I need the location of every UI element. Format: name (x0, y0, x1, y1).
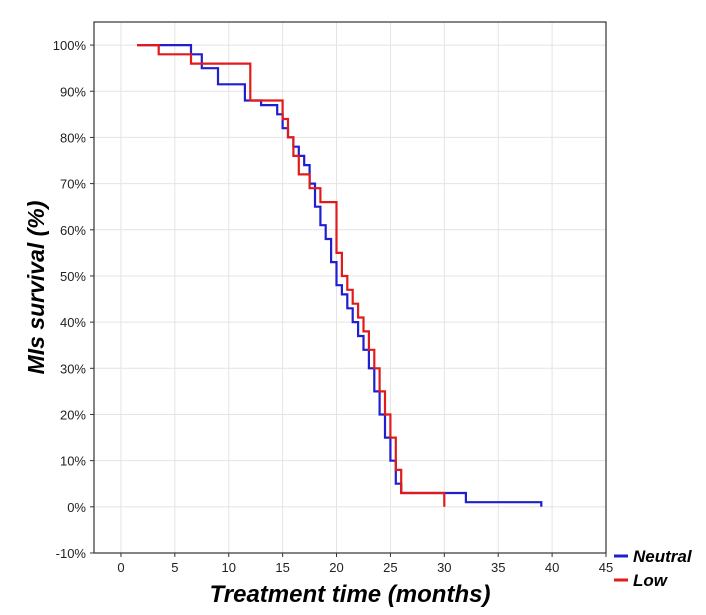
grid-lines (94, 22, 606, 553)
x-axis-label: Treatment time (months) (210, 581, 491, 608)
plot-area (94, 22, 606, 553)
y-tick-label: 70% (60, 177, 86, 192)
x-tick-label: 0 (117, 560, 124, 575)
x-tick-label: 45 (599, 560, 613, 575)
y-axis-ticks: -10% 0% 10% 20% 30% 40% 50% 60% 70% 80% 90% 100% (53, 38, 94, 561)
y-tick-label: 40% (60, 315, 86, 330)
y-tick-label: 90% (60, 84, 86, 99)
y-tick-label: 50% (60, 269, 86, 284)
y-tick-label: 10% (60, 454, 86, 469)
y-tick-label: 20% (60, 407, 86, 422)
y-tick-label: 100% (53, 38, 87, 53)
y-axis-label: MIs survival (%) (23, 201, 49, 375)
x-tick-label: 25 (383, 560, 397, 575)
x-tick-label: 10 (222, 560, 236, 575)
y-tick-label: 30% (60, 361, 86, 376)
x-tick-label: 35 (491, 560, 505, 575)
series-line-neutral (137, 44, 543, 507)
plot-frame (93, 21, 607, 554)
y-tick-label: 60% (60, 223, 86, 238)
plot-border (93, 21, 607, 554)
x-tick-label: 5 (171, 560, 178, 575)
x-tick-label: 30 (437, 560, 451, 575)
legend: Neutral Low (614, 547, 693, 590)
legend-label-low: Low (633, 571, 669, 590)
x-tick-label: 40 (545, 560, 559, 575)
series-line-low (137, 44, 446, 507)
x-axis-ticks: 0 5 10 15 20 25 30 35 40 45 (117, 553, 613, 575)
x-tick-label: 15 (275, 560, 289, 575)
x-tick-label: 20 (329, 560, 343, 575)
plot-background (94, 22, 606, 553)
y-tick-label: 80% (60, 130, 86, 145)
y-tick-label: 0% (67, 500, 86, 515)
series-layer (137, 44, 543, 507)
legend-label-neutral: Neutral (633, 547, 693, 566)
y-tick-label: -10% (56, 546, 87, 561)
